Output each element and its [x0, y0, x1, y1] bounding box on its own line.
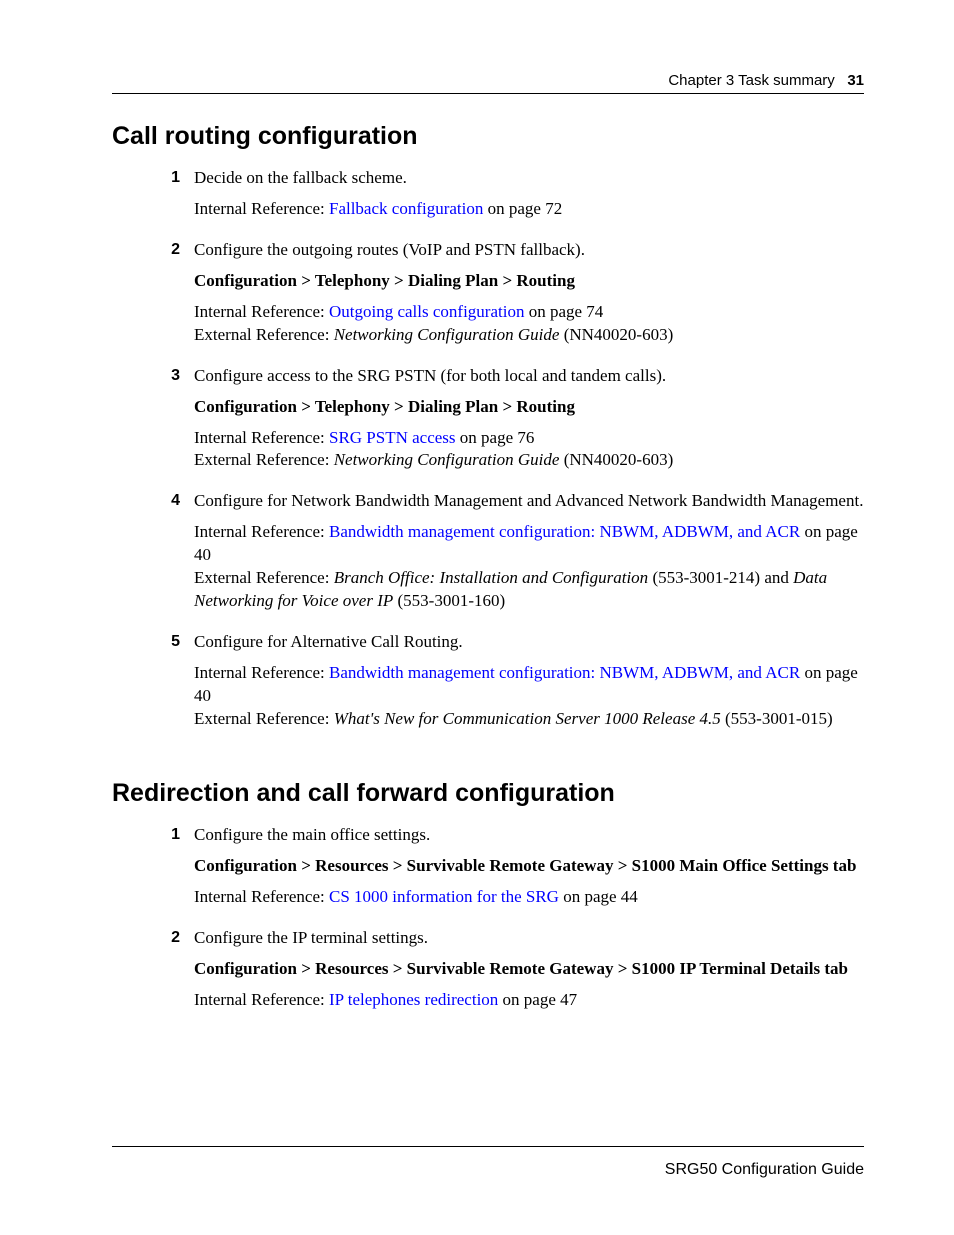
external-reference: External Reference: Networking Configura…: [194, 449, 864, 472]
header-rule: [112, 93, 864, 94]
internal-reference-link[interactable]: IP telephones redirection: [329, 990, 498, 1009]
step-text: Configure the IP terminal settings.: [194, 927, 864, 950]
step-number: 4: [160, 490, 180, 512]
chapter-label: Chapter 3 Task summary: [668, 72, 834, 89]
internal-reference-link[interactable]: SRG PSTN access: [329, 428, 456, 447]
page: Chapter 3 Task summary 31 Call routing c…: [0, 0, 954, 1235]
step-text: Decide on the fallback scheme.: [194, 167, 864, 190]
internal-reference-link[interactable]: Fallback configuration: [329, 199, 483, 218]
step-text: Configure the outgoing routes (VoIP and …: [194, 239, 864, 262]
nav-path: Configuration > Resources > Survivable R…: [194, 958, 864, 981]
internal-reference: Internal Reference: Bandwidth management…: [194, 662, 864, 708]
step-item: 5 Configure for Alternative Call Routing…: [160, 631, 864, 731]
internal-reference-link[interactable]: Bandwidth management configuration: NBWM…: [329, 663, 800, 682]
reference-block: Internal Reference: CS 1000 information …: [194, 886, 864, 909]
steps-call-routing: 1 Decide on the fallback scheme. Interna…: [160, 167, 864, 731]
internal-reference-link[interactable]: Outgoing calls configuration: [329, 302, 524, 321]
step-number: 2: [160, 927, 180, 949]
step-number: 5: [160, 631, 180, 653]
reference-block: Internal Reference: Fallback configurati…: [194, 198, 864, 221]
internal-reference: Internal Reference: IP telephones redire…: [194, 989, 864, 1012]
reference-block: Internal Reference: Outgoing calls confi…: [194, 301, 864, 347]
internal-reference: Internal Reference: Fallback configurati…: [194, 198, 864, 221]
internal-reference-link[interactable]: Bandwidth management configuration: NBWM…: [329, 522, 800, 541]
step-number: 1: [160, 824, 180, 846]
running-header: Chapter 3 Task summary 31: [112, 72, 864, 89]
internal-reference: Internal Reference: Outgoing calls confi…: [194, 301, 864, 324]
step-item: 2 Configure the IP terminal settings. Co…: [160, 927, 864, 1012]
internal-reference-link[interactable]: CS 1000 information for the SRG: [329, 887, 559, 906]
footer-doc-title: SRG50 Configuration Guide: [112, 1161, 864, 1179]
reference-block: Internal Reference: SRG PSTN access on p…: [194, 427, 864, 473]
page-number: 31: [847, 72, 864, 89]
internal-reference: Internal Reference: CS 1000 information …: [194, 886, 864, 909]
step-item: 2 Configure the outgoing routes (VoIP an…: [160, 239, 864, 347]
step-item: 3 Configure access to the SRG PSTN (for …: [160, 365, 864, 473]
internal-reference: Internal Reference: Bandwidth management…: [194, 521, 864, 567]
reference-block: Internal Reference: Bandwidth management…: [194, 521, 864, 613]
steps-redirection: 1 Configure the main office settings. Co…: [160, 824, 864, 1012]
reference-block: Internal Reference: Bandwidth management…: [194, 662, 864, 731]
step-number: 2: [160, 239, 180, 261]
reference-block: Internal Reference: IP telephones redire…: [194, 989, 864, 1012]
external-reference: External Reference: Networking Configura…: [194, 324, 864, 347]
internal-reference: Internal Reference: SRG PSTN access on p…: [194, 427, 864, 450]
step-text: Configure for Alternative Call Routing.: [194, 631, 864, 654]
section-title-call-routing: Call routing configuration: [112, 122, 864, 151]
nav-path: Configuration > Resources > Survivable R…: [194, 855, 864, 878]
step-item: 4 Configure for Network Bandwidth Manage…: [160, 490, 864, 613]
footer: SRG50 Configuration Guide: [112, 1146, 864, 1179]
step-text: Configure access to the SRG PSTN (for bo…: [194, 365, 864, 388]
section-title-redirection: Redirection and call forward configurati…: [112, 779, 864, 808]
external-reference: External Reference: What's New for Commu…: [194, 708, 864, 731]
footer-rule: [112, 1146, 864, 1147]
external-reference: External Reference: Branch Office: Insta…: [194, 567, 864, 613]
step-item: 1 Decide on the fallback scheme. Interna…: [160, 167, 864, 221]
nav-path: Configuration > Telephony > Dialing Plan…: [194, 270, 864, 293]
nav-path: Configuration > Telephony > Dialing Plan…: [194, 396, 864, 419]
step-text: Configure the main office settings.: [194, 824, 864, 847]
step-number: 1: [160, 167, 180, 189]
step-text: Configure for Network Bandwidth Manageme…: [194, 490, 864, 513]
step-number: 3: [160, 365, 180, 387]
step-item: 1 Configure the main office settings. Co…: [160, 824, 864, 909]
